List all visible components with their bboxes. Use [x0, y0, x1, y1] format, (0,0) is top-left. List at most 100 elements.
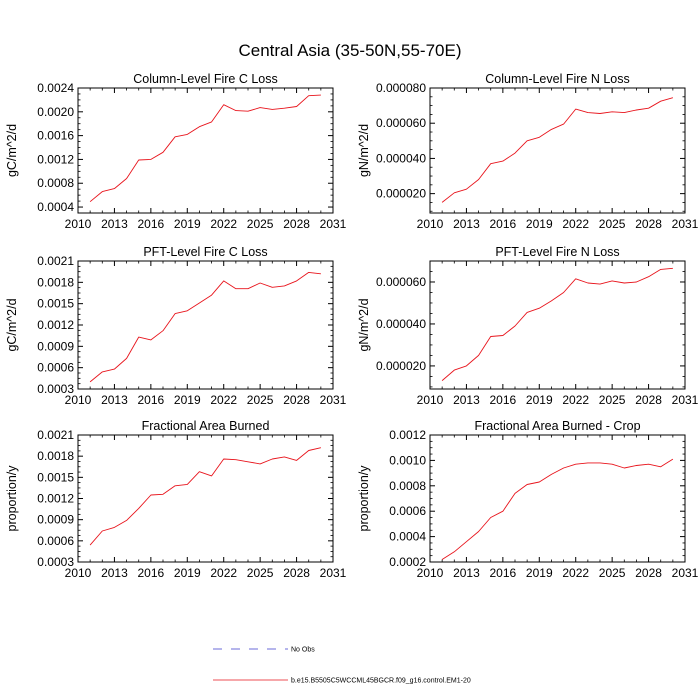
panel-title: Column-Level Fire N Loss	[485, 72, 630, 86]
x-tick-label: 2016	[490, 566, 517, 580]
y-axis-label: gC/m^2/d	[5, 124, 19, 177]
panel-title: Column-Level Fire C Loss	[133, 72, 278, 86]
y-tick-label: 0.0009	[37, 339, 74, 353]
plot-frame	[429, 87, 686, 214]
panel-title: PFT-Level Fire C Loss	[143, 245, 267, 259]
y-tick-label: 0.0003	[37, 382, 74, 396]
chart-panel-1: 2010 2013 2016 2019 2022 2025 2028 2031 0.0004 0.…	[5, 72, 347, 231]
x-tick-label: 2013	[101, 393, 128, 407]
series-line	[89, 447, 322, 546]
x-tick-label: 2022	[562, 566, 589, 580]
y-tick-label: 0.000020	[376, 187, 426, 201]
y-tick-label: 0.000060	[376, 116, 426, 130]
y-tick-label: 0.000080	[376, 81, 426, 95]
x-tick-label: 2022	[210, 217, 237, 231]
x-tick-label: 2031	[320, 566, 347, 580]
x-tick-label: 2025	[247, 566, 274, 580]
y-tick-label: 0.0012	[37, 318, 74, 332]
series-line	[441, 458, 674, 560]
x-tick-label: 2016	[138, 393, 165, 407]
y-tick-label: 0.000060	[376, 275, 426, 289]
y-axis-label: gN/m^2/d	[357, 124, 371, 177]
series-line	[89, 271, 321, 383]
y-tick-label: 0.0008	[37, 176, 74, 190]
y-tick-label: 0.0006	[37, 361, 74, 375]
y-tick-label: 0.0009	[37, 513, 74, 527]
x-tick-label: 2010	[417, 566, 444, 580]
legend: No Obs b.e15.B5505C5WCCML45BGCR.f09_g16.…	[213, 647, 471, 685]
x-tick-label: 2031	[672, 566, 699, 580]
y-tick-label: 0.0003	[37, 555, 74, 569]
x-tick-label: 2019	[526, 217, 553, 231]
x-tick-label: 2016	[490, 217, 517, 231]
x-tick-label: 2025	[599, 566, 626, 580]
series-line	[89, 94, 321, 203]
y-tick-label: 0.0006	[389, 504, 426, 518]
y-tick-label: 0.0010	[389, 453, 426, 467]
y-tick-label: 0.0016	[37, 129, 74, 143]
y-tick-label: 0.0024	[37, 81, 74, 95]
x-tick-label: 2013	[453, 566, 480, 580]
x-tick-label: 2019	[526, 566, 553, 580]
y-axis-label: gC/m^2/d	[5, 298, 19, 351]
y-tick-label: 0.000020	[376, 359, 426, 373]
panels: 2010 2013 2016 2019 2022 2025 2028 2031 0.0004 0.…	[5, 72, 699, 580]
x-tick-label: 2031	[672, 217, 699, 231]
plot-frame	[429, 434, 686, 563]
x-tick-label: 2013	[453, 217, 480, 231]
y-tick-label: 0.0012	[37, 492, 74, 506]
panel-title: Fractional Area Burned - Crop	[474, 419, 640, 433]
x-tick-label: 2025	[247, 393, 274, 407]
panel-title: Fractional Area Burned	[142, 419, 270, 433]
x-tick-label: 2022	[210, 393, 237, 407]
x-tick-label: 2016	[138, 217, 165, 231]
x-tick-label: 2013	[101, 566, 128, 580]
x-tick-label: 2028	[283, 393, 310, 407]
x-tick-label: 2031	[672, 393, 699, 407]
x-tick-label: 2010	[65, 566, 92, 580]
x-tick-label: 2022	[210, 566, 237, 580]
y-tick-label: 0.0006	[37, 534, 74, 548]
x-tick-label: 2028	[283, 566, 310, 580]
plot-frame	[77, 260, 334, 390]
x-tick-label: 2010	[417, 217, 444, 231]
y-tick-label: 0.0012	[37, 152, 74, 166]
y-tick-label: 0.0008	[389, 479, 426, 493]
legend-series-label: b.e15.B5505C5WCCML45BGCR.f09_g16.control…	[291, 678, 471, 685]
x-tick-label: 2028	[283, 217, 310, 231]
plot-frame	[77, 87, 334, 214]
chart-panel-6: 2010 2013 2016 2019 2022 2025 2028 2031 0.0002 0.…	[357, 419, 699, 580]
plot-frame	[429, 260, 686, 390]
x-tick-label: 2013	[453, 393, 480, 407]
figure-title: Central Asia (35-50N,55-70E)	[238, 41, 461, 60]
x-tick-label: 2025	[599, 217, 626, 231]
y-axis-label: proportion/y	[5, 465, 19, 532]
x-tick-label: 2019	[174, 393, 201, 407]
x-tick-label: 2010	[65, 217, 92, 231]
x-tick-label: 2028	[635, 393, 662, 407]
x-tick-label: 2019	[174, 217, 201, 231]
y-axis-label: proportion/y	[357, 465, 371, 532]
x-tick-label: 2013	[101, 217, 128, 231]
series-line	[441, 97, 674, 203]
x-tick-label: 2010	[417, 393, 444, 407]
plot-frame	[77, 434, 334, 563]
x-tick-label: 2028	[635, 566, 662, 580]
y-tick-label: 0.000040	[376, 151, 426, 165]
series-line	[441, 267, 673, 381]
y-tick-label: 0.0015	[37, 470, 74, 484]
x-tick-label: 2031	[320, 217, 347, 231]
x-tick-label: 2022	[562, 217, 589, 231]
y-tick-label: 0.0018	[37, 275, 74, 289]
y-tick-label: 0.0015	[37, 297, 74, 311]
x-tick-label: 2031	[320, 393, 347, 407]
y-tick-label: 0.0020	[37, 105, 74, 119]
x-tick-label: 2016	[138, 566, 165, 580]
y-tick-label: 0.0021	[37, 428, 74, 442]
chart-panel-4: 2010 2013 2016 2019 2022 2025 2028 2031 0.000020…	[357, 245, 699, 407]
y-tick-label: 0.0018	[37, 449, 74, 463]
x-tick-label: 2016	[490, 393, 517, 407]
x-tick-label: 2010	[65, 393, 92, 407]
x-tick-label: 2019	[174, 566, 201, 580]
